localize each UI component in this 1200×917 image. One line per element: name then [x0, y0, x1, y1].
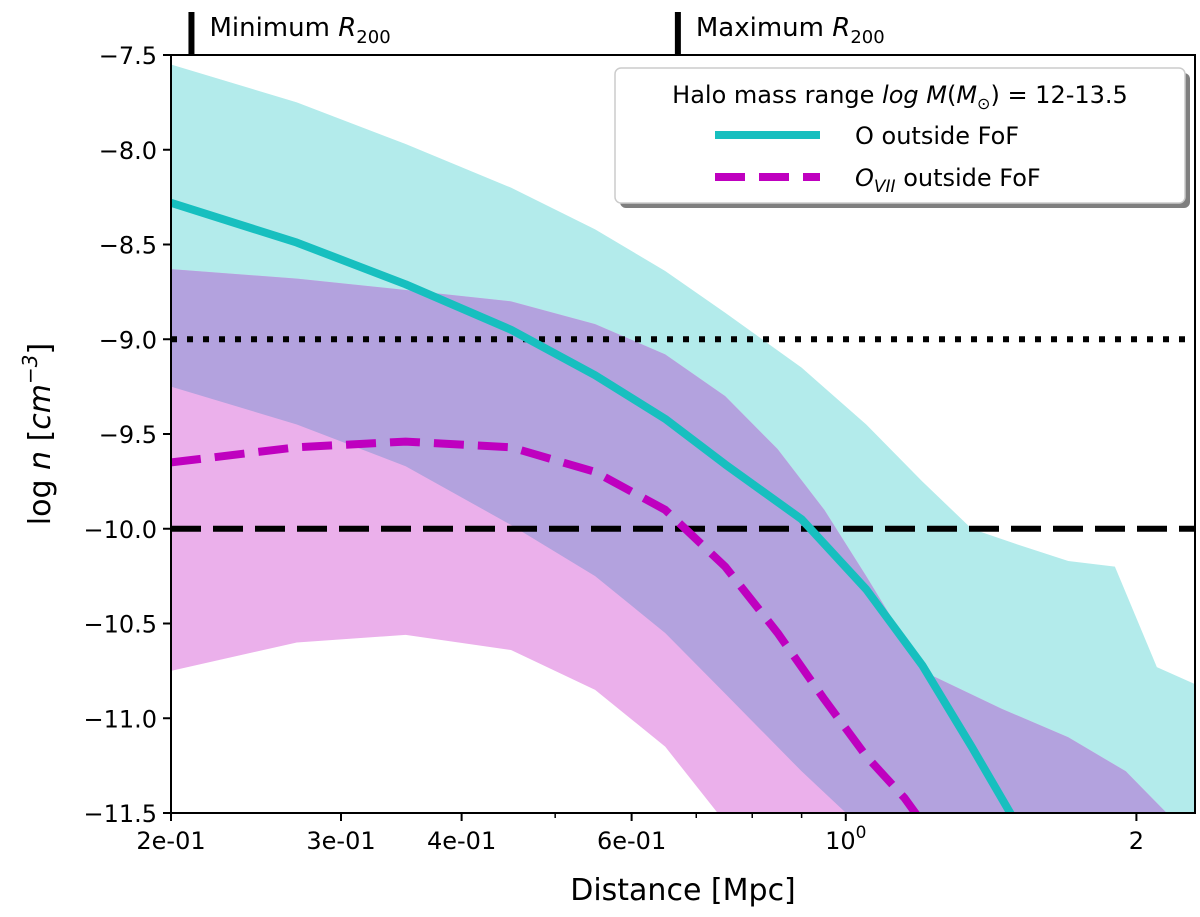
x-tick-label: 2e-01: [136, 827, 205, 855]
x-tick-label: 3e-01: [306, 827, 375, 855]
x-tick-label: 6e-01: [597, 827, 666, 855]
y-tick-label: −11.5: [83, 800, 157, 828]
x-tick-label: 100: [825, 823, 866, 855]
y-tick-label: −7.5: [99, 42, 157, 70]
y-tick-label: −8.5: [99, 232, 157, 260]
y-tick-label: −8.0: [99, 137, 157, 165]
legend-box: [614, 67, 1186, 204]
y-axis-label: log n [cm−3]: [18, 343, 58, 525]
r200-marker-label: Maximum R200: [696, 13, 885, 48]
y-tick-label: −10.5: [83, 611, 157, 639]
legend-entry-label: O outside FoF: [855, 122, 1019, 150]
legend-title: Halo mass range log M(M⊙) = 12-13.5: [672, 81, 1128, 113]
y-tick-label: −10.0: [83, 516, 157, 544]
x-tick-label: 4e-01: [427, 827, 496, 855]
x-tick-label: 2: [1129, 827, 1144, 855]
band-overlap-region: [171, 269, 1167, 813]
y-tick-label: −9.5: [99, 421, 157, 449]
x-axis-label: Distance [Mpc]: [570, 873, 796, 908]
r200-marker-label: Minimum R200: [209, 13, 390, 48]
series-line-ovii-outside-fof: [171, 437, 921, 813]
series-line-o-outside-fof: [171, 198, 1015, 813]
y-tick-label: −9.0: [99, 326, 157, 354]
legend-entry-label: OVII outside FoF: [855, 164, 1041, 197]
y-tick-label: −11.0: [83, 705, 157, 733]
